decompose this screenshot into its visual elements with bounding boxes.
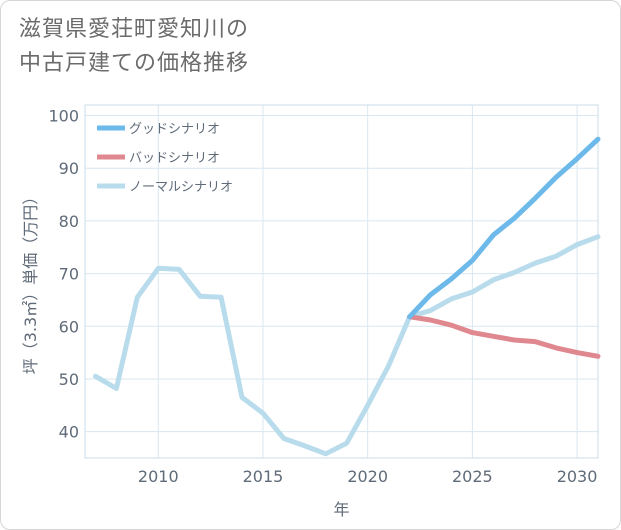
chart-title: 滋賀県愛荘町愛知川の 中古戸建ての価格推移 [19, 13, 249, 81]
y-tick-label: 90 [59, 159, 79, 178]
series-line-1 [407, 136, 601, 320]
series-layer [93, 136, 601, 457]
legend-label: バッドシナリオ [129, 151, 220, 166]
y-tick-label: 60 [59, 317, 79, 336]
x-tick-label: 2010 [138, 467, 179, 486]
y-tick-label: 70 [59, 265, 79, 284]
y-tick-label: 100 [48, 107, 79, 126]
series-line-2 [407, 314, 601, 359]
tick-labels: 40 50 60 70 80 90 100 2010 2015 2020 2025 2030 [48, 107, 597, 486]
legend-label: ノーマルシナリオ [129, 180, 233, 195]
legend-label: グッドシナリオ [129, 122, 220, 137]
x-tick-label: 2025 [452, 467, 493, 486]
y-tick-label: 50 [59, 370, 79, 389]
title-line-1: 滋賀県愛荘町愛知川の [19, 17, 250, 42]
title-line-2: 中古戸建ての価格推移 [19, 51, 250, 76]
x-axis-label: 年 [333, 500, 349, 519]
y-axis-label: 坪（3.3㎡）単価（万円） [21, 189, 40, 374]
x-tick-label: 2030 [557, 467, 598, 486]
y-tick-label: 80 [59, 212, 79, 231]
y-tick-label: 40 [59, 423, 79, 442]
x-tick-label: 2015 [243, 467, 284, 486]
x-tick-label: 2020 [347, 467, 388, 486]
series-line-3 [93, 234, 601, 457]
plot-border [84, 104, 599, 459]
